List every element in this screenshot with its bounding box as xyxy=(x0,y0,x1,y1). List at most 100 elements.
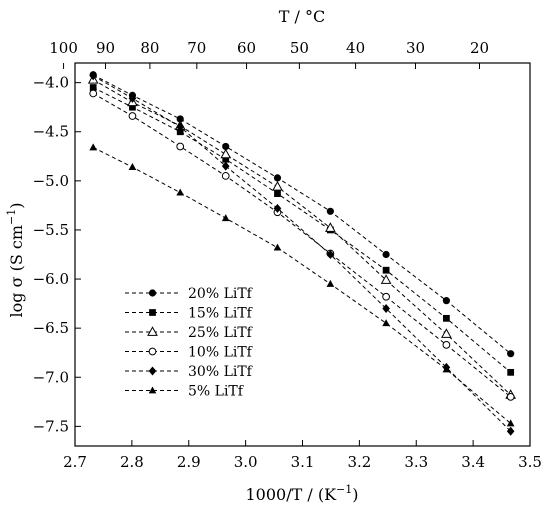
legend-item: 5% LiTf xyxy=(125,384,245,400)
legend-item: 10% LiTf xyxy=(125,345,254,361)
data-point xyxy=(221,161,230,171)
x-tick-label: 2.8 xyxy=(120,453,144,471)
axes: 2.7 2.8 2.9 3.0 3.1 3.2 3.3 3.4 3.5 −4.0 −4.5 −5.0 −… xyxy=(33,39,542,471)
data-point xyxy=(441,328,452,338)
legend-item: 25% LiTf xyxy=(125,325,254,341)
legend-label: 30% LiTf xyxy=(188,364,254,380)
data-point xyxy=(89,71,98,81)
top-tick-label: 70 xyxy=(187,39,206,57)
legend-label: 5% LiTf xyxy=(188,384,245,400)
y-tick-label: −4.0 xyxy=(33,74,69,92)
data-point xyxy=(273,203,282,213)
data-point xyxy=(176,122,185,132)
x-tick-label: 3.3 xyxy=(404,453,428,471)
y-axis-title: log σ (S cm−1) xyxy=(5,203,26,318)
data-point xyxy=(325,222,336,232)
data-point xyxy=(382,292,390,301)
data-point xyxy=(176,115,184,123)
legend-marker xyxy=(148,289,157,297)
legend-marker xyxy=(147,326,158,336)
data-point xyxy=(506,426,515,436)
data-point xyxy=(442,340,451,349)
data-point xyxy=(442,365,451,373)
data-point xyxy=(128,93,137,103)
series-line xyxy=(92,75,512,432)
data-point xyxy=(220,148,232,159)
data-point xyxy=(176,188,185,196)
data-point xyxy=(326,207,334,215)
data-point xyxy=(222,155,230,163)
top-tick-label: 100 xyxy=(49,39,78,57)
top-tick-label: 80 xyxy=(140,39,159,57)
top-tick-label: 60 xyxy=(237,39,256,57)
y-tick-label: −5.0 xyxy=(33,172,69,190)
data-point xyxy=(176,142,185,151)
data-point xyxy=(382,319,390,327)
data-point xyxy=(507,368,515,376)
data-point xyxy=(326,250,335,259)
x-tick-label: 3.2 xyxy=(347,453,371,471)
data-point xyxy=(128,163,137,171)
legend-label: 20% LiTf xyxy=(188,286,254,302)
series-20-litf xyxy=(89,71,515,358)
legend-label: 25% LiTf xyxy=(188,325,254,341)
data-point xyxy=(326,279,335,287)
legend-item: 20% LiTf xyxy=(125,286,254,302)
series-line xyxy=(92,147,511,424)
y-tick-label: −6.5 xyxy=(33,319,69,337)
x-tick-label: 2.7 xyxy=(63,453,87,471)
data-point xyxy=(382,266,390,274)
data-point xyxy=(506,393,515,401)
legend-marker xyxy=(149,309,156,316)
data-point xyxy=(506,419,515,427)
y-tick-label: −6.0 xyxy=(33,270,69,288)
x-axis-title: 1000/T / (K−1) xyxy=(245,483,358,504)
legend: 20% LiTf 15% LiTf 25% LiTf 10% LiTf 30% LiTf… xyxy=(125,286,254,400)
x-tick-label: 3.0 xyxy=(234,453,258,471)
data-point xyxy=(89,84,97,91)
x-tick-label: 3.5 xyxy=(518,453,542,471)
data-point xyxy=(176,128,184,136)
series-30-litf xyxy=(89,71,515,436)
data-point xyxy=(382,304,390,314)
top-tick-label: 50 xyxy=(290,39,309,57)
data-point xyxy=(443,314,450,322)
y-tick-label: −7.0 xyxy=(33,368,69,386)
y-tick-label: −4.5 xyxy=(33,123,69,141)
data-point xyxy=(128,112,137,120)
y-tick-label: −5.5 xyxy=(33,221,69,239)
y-tick-label: −7.5 xyxy=(33,417,69,435)
data-point xyxy=(507,350,515,358)
series-5-litf xyxy=(89,143,515,427)
legend-label: 10% LiTf xyxy=(188,345,254,361)
legend-marker xyxy=(148,366,157,376)
legend-item: 30% LiTf xyxy=(125,364,254,380)
top-tick-label: 90 xyxy=(96,39,115,57)
legend-marker xyxy=(148,386,157,394)
data-point xyxy=(221,214,230,222)
top-tick-label: 30 xyxy=(406,39,425,57)
data-point xyxy=(222,142,230,151)
data-point xyxy=(89,143,98,151)
data-point xyxy=(273,174,282,182)
data-point xyxy=(89,89,98,98)
x-tick-label: 2.9 xyxy=(177,453,201,471)
data-point xyxy=(382,250,390,259)
x-tick-label: 3.4 xyxy=(461,453,485,471)
data-point xyxy=(442,297,450,305)
plot-series xyxy=(87,71,517,436)
data-point xyxy=(272,180,283,191)
x-tick-label: 3.1 xyxy=(291,453,315,471)
data-point xyxy=(273,243,282,251)
legend-label: 15% LiTf xyxy=(188,306,254,322)
legend-marker xyxy=(148,347,157,356)
data-point xyxy=(274,190,281,197)
data-point xyxy=(129,103,136,111)
top-tick-label: 40 xyxy=(346,39,365,57)
plot-frame xyxy=(74,62,531,447)
top-tick-label: 20 xyxy=(470,39,489,57)
data-point xyxy=(221,172,230,180)
legend-item: 15% LiTf xyxy=(125,306,254,322)
top-axis-title: T / °C xyxy=(279,7,325,26)
